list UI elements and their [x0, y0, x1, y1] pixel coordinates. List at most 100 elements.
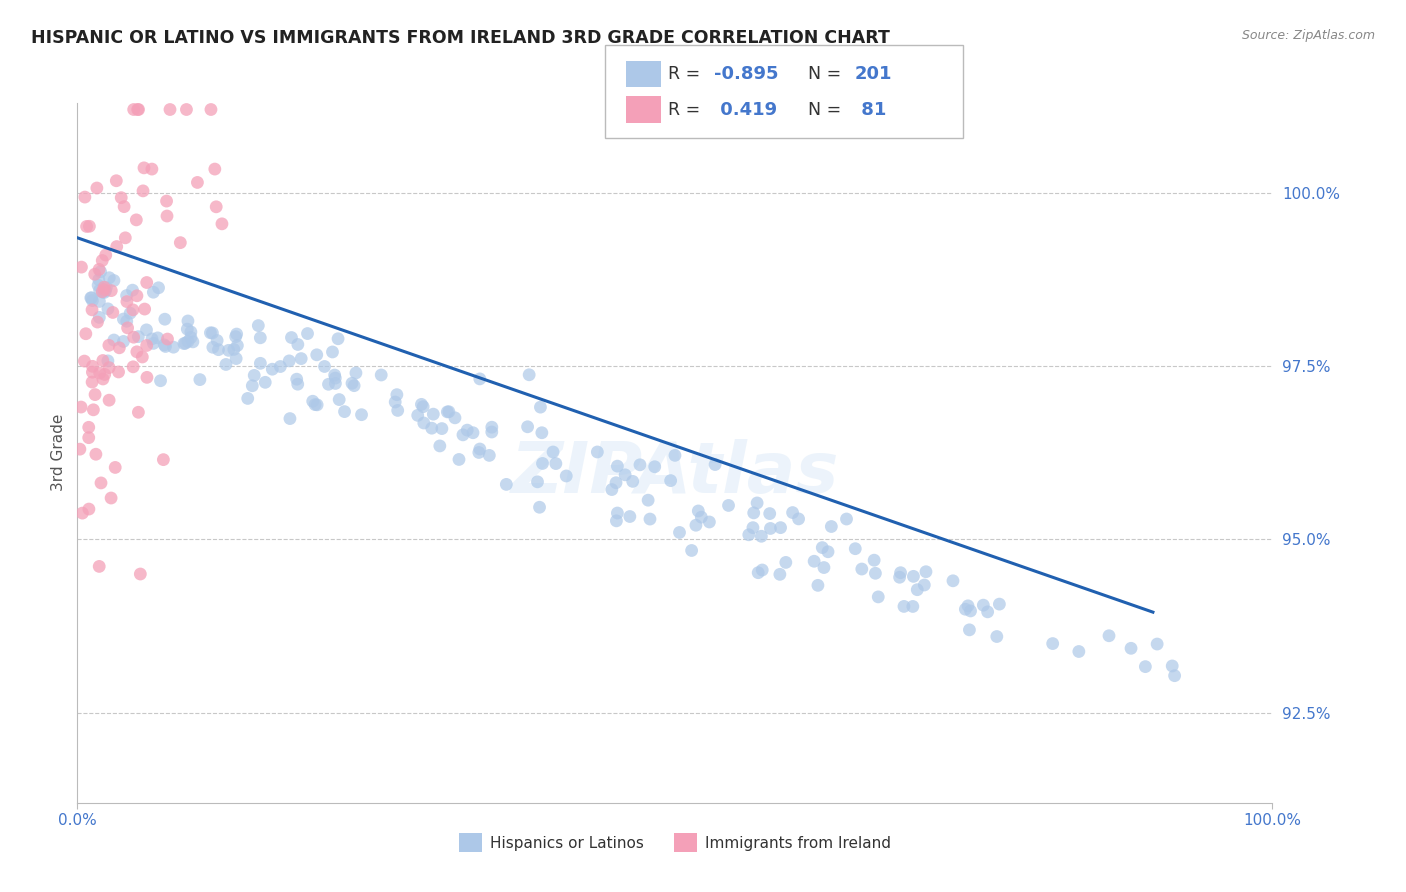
Point	[105, 174, 128, 188]
Point	[254, 376, 277, 390]
Point	[333, 404, 356, 418]
Point	[890, 566, 912, 580]
Point	[605, 514, 627, 528]
Point	[621, 475, 644, 489]
Point	[107, 365, 129, 379]
Point	[915, 565, 938, 579]
Point	[127, 103, 149, 117]
Point	[131, 350, 153, 364]
Point	[287, 377, 309, 392]
Point	[152, 452, 174, 467]
Point	[775, 556, 797, 570]
Point	[153, 312, 176, 326]
Point	[156, 209, 179, 223]
Point	[456, 423, 478, 437]
Point	[290, 351, 312, 366]
Point	[141, 162, 163, 177]
Point	[269, 359, 291, 374]
Point	[125, 212, 148, 227]
Point	[101, 305, 124, 319]
Point	[149, 374, 172, 388]
Point	[516, 419, 538, 434]
Y-axis label: 3rd Grade: 3rd Grade	[51, 414, 66, 491]
Point	[278, 354, 301, 368]
Point	[769, 521, 792, 535]
Point	[690, 510, 713, 524]
Point	[659, 474, 682, 488]
Point	[87, 278, 110, 293]
Point	[86, 315, 108, 329]
Text: 81: 81	[855, 101, 886, 119]
Point	[614, 467, 637, 482]
Text: R =: R =	[668, 101, 706, 119]
Point	[121, 283, 143, 297]
Point	[619, 509, 641, 524]
Point	[803, 554, 825, 568]
Point	[207, 343, 229, 357]
Point	[384, 395, 406, 409]
Text: ZIPAtlas: ZIPAtlas	[510, 439, 839, 508]
Point	[132, 184, 155, 198]
Point	[91, 285, 114, 299]
Point	[411, 397, 433, 411]
Point	[98, 360, 121, 375]
Point	[112, 200, 135, 214]
Point	[807, 578, 830, 592]
Point	[134, 301, 156, 316]
Point	[305, 348, 328, 362]
Point	[526, 475, 548, 489]
Point	[70, 400, 93, 414]
Point	[461, 425, 484, 440]
Point	[387, 403, 409, 417]
Point	[89, 366, 111, 380]
Point	[148, 281, 170, 295]
Text: N =: N =	[808, 65, 848, 83]
Point	[108, 341, 131, 355]
Point	[201, 340, 224, 354]
Point	[243, 368, 266, 383]
Point	[555, 469, 578, 483]
Point	[851, 562, 873, 576]
Point	[135, 338, 157, 352]
Point	[747, 566, 769, 580]
Point	[125, 289, 148, 303]
Point	[444, 410, 467, 425]
Point	[1161, 659, 1184, 673]
Point	[80, 302, 103, 317]
Point	[344, 366, 367, 380]
Point	[817, 545, 839, 559]
Text: Source: ZipAtlas.com: Source: ZipAtlas.com	[1241, 29, 1375, 42]
Point	[451, 428, 474, 442]
Point	[94, 284, 117, 298]
Point	[91, 353, 114, 368]
Point	[976, 605, 998, 619]
Point	[127, 329, 149, 343]
Point	[142, 285, 165, 300]
Point	[586, 445, 609, 459]
Point	[156, 332, 179, 346]
Point	[318, 377, 340, 392]
Point	[751, 563, 773, 577]
Point	[370, 368, 392, 382]
Point	[868, 590, 890, 604]
Point	[141, 332, 163, 346]
Point	[385, 387, 408, 401]
Point	[240, 378, 263, 392]
Point	[177, 314, 200, 328]
Point	[1098, 629, 1121, 643]
Point	[86, 181, 108, 195]
Point	[738, 528, 761, 542]
Point	[605, 475, 627, 490]
Point	[436, 405, 458, 419]
Point	[529, 400, 551, 414]
Point	[769, 567, 792, 582]
Point	[211, 217, 233, 231]
Point	[1146, 637, 1168, 651]
Point	[96, 280, 118, 294]
Point	[957, 623, 980, 637]
Text: 0.419: 0.419	[714, 101, 778, 119]
Point	[742, 506, 765, 520]
Point	[120, 306, 142, 320]
Point	[104, 460, 127, 475]
Point	[72, 506, 94, 520]
